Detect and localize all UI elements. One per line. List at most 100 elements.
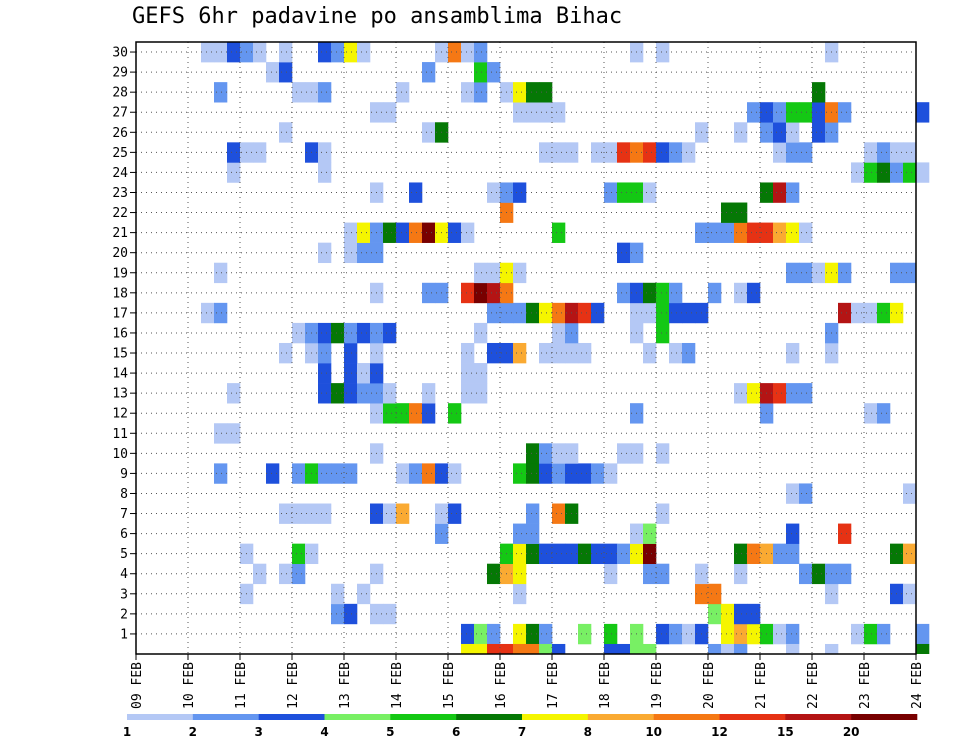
heatmap-cell bbox=[513, 543, 527, 565]
heatmap-cell bbox=[669, 623, 683, 645]
heatmap-cell bbox=[253, 563, 267, 585]
heatmap-cell bbox=[578, 302, 592, 324]
heatmap-cell bbox=[396, 503, 410, 524]
heatmap-cell bbox=[552, 322, 566, 344]
heatmap-cell bbox=[383, 503, 397, 524]
heatmap-cell bbox=[708, 603, 722, 625]
heatmap-cell bbox=[331, 583, 345, 605]
heatmap-cell bbox=[786, 182, 800, 203]
y-tick-label: 15 bbox=[112, 347, 128, 362]
heatmap-cell bbox=[734, 543, 748, 565]
heatmap-cell bbox=[773, 182, 787, 203]
x-tick-label: 09 FEB bbox=[130, 662, 145, 709]
x-tick-label: 13 FEB bbox=[338, 662, 353, 709]
heatmap-cell bbox=[552, 503, 566, 524]
heatmap-cell bbox=[656, 42, 670, 63]
heatmap-cell bbox=[786, 342, 800, 364]
heatmap-cell bbox=[279, 342, 293, 364]
heatmap-cell bbox=[799, 222, 813, 243]
heatmap-cell bbox=[916, 643, 930, 654]
legend-swatch bbox=[587, 714, 654, 720]
heatmap-cell bbox=[526, 102, 540, 123]
heatmap-cell bbox=[318, 162, 332, 183]
heatmap-cell bbox=[747, 102, 761, 123]
heatmap-cell bbox=[812, 102, 826, 123]
heatmap-cell bbox=[214, 463, 228, 484]
legend-swatch bbox=[258, 714, 325, 720]
heatmap-cell bbox=[227, 42, 241, 63]
heatmap-cell bbox=[253, 42, 267, 63]
heatmap-cell bbox=[604, 643, 618, 654]
heatmap-cell bbox=[227, 142, 241, 163]
heatmap-cell bbox=[877, 302, 891, 324]
heatmap-cell bbox=[773, 122, 787, 143]
heatmap-cell bbox=[747, 543, 761, 565]
heatmap-cell bbox=[227, 383, 241, 404]
heatmap-cell bbox=[773, 222, 787, 243]
heatmap-cell bbox=[513, 463, 527, 484]
heatmap-cell bbox=[656, 443, 670, 464]
y-tick-label: 26 bbox=[112, 126, 128, 141]
legend-label: 1 bbox=[123, 725, 131, 739]
heatmap-cell bbox=[877, 142, 891, 163]
heatmap-cell bbox=[539, 302, 553, 324]
heatmap-cell bbox=[201, 302, 215, 324]
heatmap-cell bbox=[799, 262, 813, 284]
heatmap-cell bbox=[656, 563, 670, 585]
heatmap-cell bbox=[799, 102, 813, 123]
heatmap-cell bbox=[474, 363, 488, 384]
heatmap-cell bbox=[513, 262, 527, 284]
heatmap-cell bbox=[448, 503, 462, 524]
legend-label: 7 bbox=[518, 725, 526, 739]
heatmap-cell bbox=[864, 623, 878, 645]
heatmap-cell bbox=[331, 383, 345, 404]
x-tick-label: 14 FEB bbox=[390, 662, 405, 709]
heatmap-cell bbox=[708, 583, 722, 605]
heatmap-cell bbox=[526, 543, 540, 565]
heatmap-cell bbox=[279, 42, 293, 63]
heatmap-cell bbox=[786, 623, 800, 645]
legend-swatch bbox=[192, 714, 259, 720]
heatmap-cell bbox=[721, 222, 735, 243]
heatmap-cell bbox=[773, 383, 787, 404]
heatmap-cell bbox=[617, 182, 631, 203]
y-tick-label: 10 bbox=[112, 447, 128, 462]
heatmap-cell bbox=[461, 643, 475, 654]
heatmap-cell bbox=[812, 122, 826, 143]
heatmap-cell bbox=[786, 222, 800, 243]
heatmap-cell bbox=[344, 242, 358, 264]
heatmap-cell bbox=[292, 563, 306, 585]
heatmap-cell bbox=[773, 142, 787, 163]
heatmap-cell bbox=[357, 42, 371, 63]
heatmap-cell bbox=[357, 242, 371, 264]
plot-frame bbox=[135, 41, 917, 655]
heatmap-cell bbox=[617, 242, 631, 264]
heatmap-cell bbox=[864, 302, 878, 324]
heatmap-cell bbox=[318, 242, 332, 264]
heatmap-cell bbox=[669, 142, 683, 163]
y-tick-label: 21 bbox=[112, 226, 128, 241]
heatmap-cell bbox=[617, 142, 631, 163]
heatmap-cell bbox=[734, 383, 748, 404]
heatmap-cell bbox=[643, 282, 657, 304]
heatmap-cell bbox=[292, 463, 306, 484]
heatmap-cell bbox=[526, 302, 540, 324]
heatmap-cell bbox=[461, 282, 475, 304]
y-tick-label: 23 bbox=[112, 186, 128, 201]
x-tick-label: 22 FEB bbox=[806, 662, 821, 709]
heatmap-cell bbox=[318, 342, 332, 364]
heatmap-cell bbox=[292, 82, 306, 103]
heatmap-cell bbox=[552, 463, 566, 484]
heatmap-cell bbox=[513, 623, 527, 645]
heatmap-cell bbox=[877, 162, 891, 183]
legend-label: 8 bbox=[584, 725, 592, 739]
heatmap-cell bbox=[734, 122, 748, 143]
heatmap-cell bbox=[279, 62, 293, 83]
heatmap-cell bbox=[656, 503, 670, 524]
heatmap-cell bbox=[526, 523, 540, 544]
heatmap-cell bbox=[552, 222, 566, 243]
heatmap-cell bbox=[513, 583, 527, 605]
heatmap-cell bbox=[487, 182, 501, 203]
heatmap-cell bbox=[747, 282, 761, 304]
heatmap-cell bbox=[591, 543, 605, 565]
